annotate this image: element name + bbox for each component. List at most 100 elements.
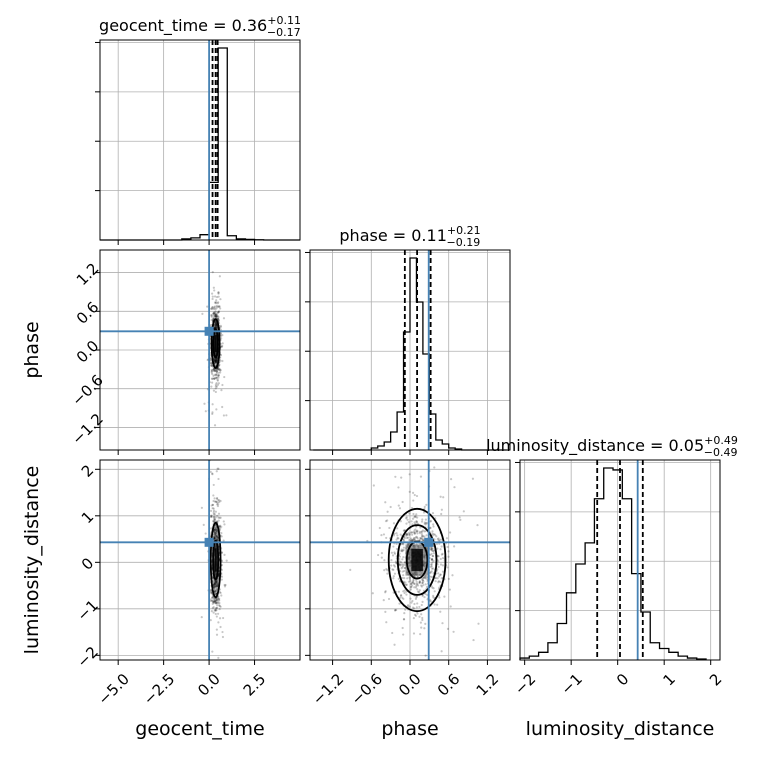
sample-point <box>400 476 403 479</box>
sample-point <box>421 529 424 532</box>
sample-point <box>418 605 421 609</box>
sample-point <box>214 537 217 540</box>
sample-point <box>220 532 223 535</box>
sample-point <box>210 323 213 327</box>
sample-point <box>213 531 216 534</box>
sample-point <box>446 545 449 549</box>
sample-point <box>214 321 217 324</box>
sample-point <box>216 305 219 309</box>
sample-point <box>214 360 218 364</box>
sample-point <box>402 538 405 541</box>
sample-point <box>214 315 218 319</box>
sample-point <box>415 536 419 539</box>
y-tick-label: −1 <box>73 596 101 624</box>
sample-point <box>401 566 404 569</box>
contour-level-3 <box>387 507 447 613</box>
sample-point <box>215 580 218 583</box>
sample-point <box>408 605 411 608</box>
sample-point <box>211 372 214 376</box>
sample-point <box>419 526 422 529</box>
sample-point <box>413 602 416 606</box>
sample-point <box>217 310 221 313</box>
sample-point <box>412 580 415 584</box>
sample-point <box>410 539 413 542</box>
sample-point <box>202 523 205 526</box>
sample-point <box>225 414 228 417</box>
sample-point <box>213 582 217 585</box>
sample-point <box>211 381 214 384</box>
sample-point <box>392 564 396 567</box>
sample-point <box>216 383 220 386</box>
sample-point <box>405 533 408 536</box>
sample-point <box>416 575 419 578</box>
sample-point <box>410 520 413 523</box>
sample-point <box>421 594 424 597</box>
sample-point <box>212 579 215 583</box>
sample-point <box>405 534 408 537</box>
sample-point <box>200 616 203 619</box>
sample-point <box>218 525 222 528</box>
sample-point <box>210 364 213 367</box>
sample-point <box>220 535 223 538</box>
sample-point <box>218 604 221 607</box>
sample-point <box>411 491 415 495</box>
sample-point <box>212 316 216 319</box>
sample-point <box>215 538 219 541</box>
sample-point <box>216 368 219 371</box>
sample-point <box>204 532 207 535</box>
sample-point <box>218 368 221 371</box>
sample-point <box>397 486 400 489</box>
sample-point <box>214 583 217 586</box>
sample-point <box>397 537 400 540</box>
sample-point <box>223 553 226 556</box>
sample-point <box>214 321 217 324</box>
sample-point <box>215 369 219 373</box>
sample-point <box>214 590 217 593</box>
sample-point <box>211 650 214 653</box>
sample-point <box>417 584 420 587</box>
sample-point <box>421 579 424 582</box>
sample-point <box>437 580 440 583</box>
sample-point <box>214 325 217 328</box>
sample-point <box>213 535 216 539</box>
sample-point <box>436 538 439 541</box>
sample-point <box>213 373 216 376</box>
sample-point <box>395 532 398 535</box>
sample-point <box>424 583 427 586</box>
sample-point <box>222 539 225 542</box>
sample-point <box>212 512 215 516</box>
sample-point <box>215 359 218 363</box>
sample-point <box>212 494 215 497</box>
sample-point <box>408 533 411 536</box>
sample-point <box>412 499 415 502</box>
sample-point <box>459 518 462 521</box>
x-tick-label: −0.6 <box>348 670 386 708</box>
sample-point <box>212 611 215 614</box>
panel-frame <box>519 459 721 661</box>
sample-point <box>420 531 423 534</box>
sample-point <box>380 556 383 559</box>
sample-point <box>215 529 218 532</box>
y-tick-label: 0.6 <box>73 298 103 328</box>
sample-point <box>215 315 218 318</box>
sample-point <box>211 503 214 507</box>
sample-point <box>213 455 215 457</box>
panel-title-geocent_time: geocent_time = 0.36+0.11 −0.17 <box>99 14 301 39</box>
sample-point <box>219 369 222 372</box>
sample-point <box>447 577 450 580</box>
sample-point <box>213 599 216 603</box>
sample-point <box>380 534 383 537</box>
sample-point <box>214 581 218 584</box>
sample-point <box>220 578 223 581</box>
sample-point <box>423 576 426 579</box>
sample-point <box>430 558 434 561</box>
sample-point <box>210 504 213 507</box>
sample-point <box>215 602 218 605</box>
sample-point <box>218 601 221 605</box>
sample-point <box>453 545 456 548</box>
sample-point <box>212 483 215 487</box>
sample-point <box>214 580 217 583</box>
sample-point <box>410 586 413 589</box>
sample-point <box>218 591 221 594</box>
sample-point <box>401 596 404 599</box>
